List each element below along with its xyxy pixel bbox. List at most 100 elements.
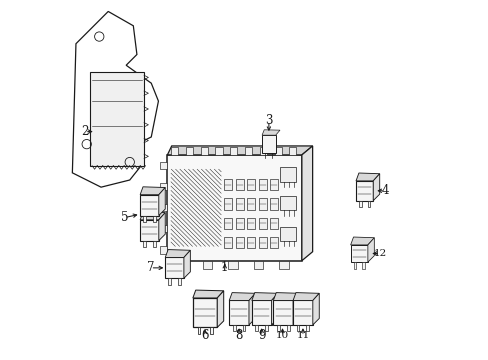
Text: 11: 11 xyxy=(296,332,309,341)
Polygon shape xyxy=(255,325,258,331)
Text: 9: 9 xyxy=(258,329,265,342)
Polygon shape xyxy=(160,162,167,169)
Polygon shape xyxy=(140,212,165,220)
Polygon shape xyxy=(280,196,296,211)
Polygon shape xyxy=(270,179,278,190)
Polygon shape xyxy=(228,261,237,269)
Polygon shape xyxy=(215,147,222,155)
Polygon shape xyxy=(143,216,146,222)
Polygon shape xyxy=(159,188,165,216)
Polygon shape xyxy=(167,155,301,261)
Polygon shape xyxy=(224,237,232,248)
Polygon shape xyxy=(192,298,217,327)
Polygon shape xyxy=(350,237,373,245)
Polygon shape xyxy=(296,325,299,331)
Polygon shape xyxy=(247,218,255,229)
Polygon shape xyxy=(258,198,266,210)
Polygon shape xyxy=(242,325,245,331)
Polygon shape xyxy=(230,147,237,155)
Polygon shape xyxy=(367,238,373,262)
Polygon shape xyxy=(235,179,244,190)
Text: 5: 5 xyxy=(121,211,128,224)
Polygon shape xyxy=(292,293,319,301)
Polygon shape xyxy=(355,181,372,201)
Polygon shape xyxy=(183,250,190,278)
Polygon shape xyxy=(143,240,146,247)
Polygon shape xyxy=(224,198,232,210)
Polygon shape xyxy=(235,218,244,229)
Polygon shape xyxy=(152,216,155,222)
Polygon shape xyxy=(270,218,278,229)
Text: 8: 8 xyxy=(235,329,243,342)
Polygon shape xyxy=(264,325,267,331)
Polygon shape xyxy=(276,325,279,331)
Polygon shape xyxy=(280,167,296,182)
Polygon shape xyxy=(247,179,255,190)
Polygon shape xyxy=(224,179,232,190)
Polygon shape xyxy=(197,327,200,334)
Polygon shape xyxy=(262,135,275,153)
Polygon shape xyxy=(202,261,211,269)
Polygon shape xyxy=(200,147,207,155)
Polygon shape xyxy=(217,291,223,327)
Polygon shape xyxy=(258,218,266,229)
Polygon shape xyxy=(229,293,255,301)
Polygon shape xyxy=(306,325,309,331)
Polygon shape xyxy=(262,130,280,135)
Polygon shape xyxy=(247,198,255,210)
Polygon shape xyxy=(367,201,369,207)
Polygon shape xyxy=(140,195,159,216)
Polygon shape xyxy=(270,237,278,248)
Polygon shape xyxy=(185,147,193,155)
Polygon shape xyxy=(248,293,255,325)
Polygon shape xyxy=(160,225,167,233)
Polygon shape xyxy=(160,183,167,190)
Polygon shape xyxy=(251,293,278,301)
Polygon shape xyxy=(152,240,155,247)
Polygon shape xyxy=(209,327,212,334)
Polygon shape xyxy=(258,179,266,190)
Polygon shape xyxy=(90,72,144,166)
Polygon shape xyxy=(280,226,296,241)
Polygon shape xyxy=(251,301,271,325)
Polygon shape xyxy=(312,293,319,325)
Polygon shape xyxy=(292,293,299,325)
Polygon shape xyxy=(165,249,190,257)
Polygon shape xyxy=(140,220,159,240)
Polygon shape xyxy=(235,198,244,210)
Text: 1: 1 xyxy=(221,261,228,274)
Polygon shape xyxy=(279,261,288,269)
Polygon shape xyxy=(270,198,278,210)
Polygon shape xyxy=(372,174,379,201)
Text: 3: 3 xyxy=(264,114,272,127)
Text: 6: 6 xyxy=(201,329,208,342)
Polygon shape xyxy=(292,301,312,325)
Polygon shape xyxy=(247,237,255,248)
Polygon shape xyxy=(178,278,180,285)
Polygon shape xyxy=(160,204,167,211)
Polygon shape xyxy=(273,301,292,325)
Polygon shape xyxy=(235,237,244,248)
Polygon shape xyxy=(358,201,361,207)
Polygon shape xyxy=(350,245,367,262)
Polygon shape xyxy=(355,173,379,181)
Text: 2: 2 xyxy=(81,125,88,138)
Polygon shape xyxy=(229,301,248,325)
Polygon shape xyxy=(286,325,289,331)
Text: 4: 4 xyxy=(381,184,388,197)
Text: 7: 7 xyxy=(146,261,154,274)
Polygon shape xyxy=(232,325,235,331)
Polygon shape xyxy=(160,246,167,253)
Polygon shape xyxy=(159,213,165,240)
Polygon shape xyxy=(289,147,296,155)
Polygon shape xyxy=(258,237,266,248)
Polygon shape xyxy=(259,147,266,155)
Polygon shape xyxy=(167,146,312,155)
Polygon shape xyxy=(253,261,263,269)
Text: 12: 12 xyxy=(373,249,386,258)
Polygon shape xyxy=(271,293,278,325)
Polygon shape xyxy=(353,262,356,269)
Polygon shape xyxy=(362,262,364,269)
Polygon shape xyxy=(140,187,165,195)
Polygon shape xyxy=(177,261,186,269)
